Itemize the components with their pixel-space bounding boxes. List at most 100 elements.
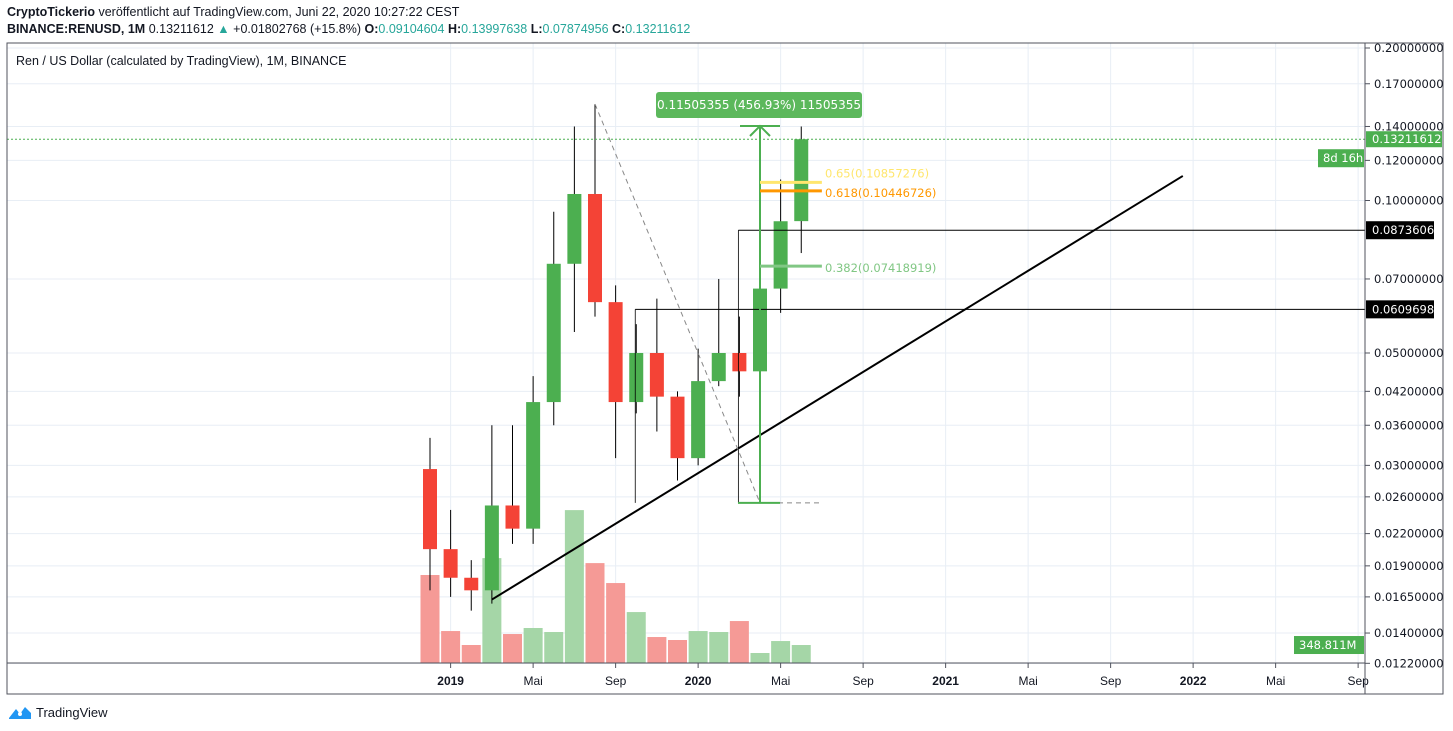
volume-bar bbox=[420, 575, 440, 663]
publish-text: veröffentlicht auf TradingView.com, Juni… bbox=[98, 5, 460, 19]
price-tick-label: 0.10000000 bbox=[1374, 193, 1444, 207]
chart-title: Ren / US Dollar (calculated by TradingVi… bbox=[16, 54, 346, 68]
candle-body bbox=[670, 396, 685, 459]
last-price: 0.13211612 bbox=[148, 22, 214, 36]
price-tick-label: 0.14000000 bbox=[1374, 119, 1444, 133]
volume-bar bbox=[544, 632, 564, 663]
symbol-info: BINANCE:RENUSD, 1M 0.13211612 ▲ +0.01802… bbox=[7, 22, 690, 36]
open-value: 0.09104604 bbox=[378, 22, 445, 36]
volume-badge-label: 348.811M bbox=[1299, 638, 1356, 652]
price-tick-label: 0.02200000 bbox=[1374, 527, 1444, 541]
price-label: 0.08736061 bbox=[1372, 223, 1442, 237]
low-label: L: bbox=[530, 22, 543, 36]
fib-level-label: 0.382(0.07418919) bbox=[825, 261, 936, 275]
price-tick-label: 0.17000000 bbox=[1374, 77, 1444, 91]
low-value: 0.07874956 bbox=[542, 22, 609, 36]
measure-label-box bbox=[656, 92, 862, 118]
candle-body bbox=[464, 577, 479, 591]
time-tick-label: Mai bbox=[523, 674, 542, 688]
price-tick-label: 0.05000000 bbox=[1374, 346, 1444, 360]
time-tick-label: 2022 bbox=[1180, 674, 1207, 688]
price-tick-label: 0.04200000 bbox=[1374, 384, 1444, 398]
time-tick-label: 2020 bbox=[685, 674, 712, 688]
candle-body bbox=[505, 505, 520, 529]
tradingview-logo-icon bbox=[9, 707, 31, 719]
candle-body bbox=[773, 221, 788, 289]
time-tick-label: Sep bbox=[605, 674, 627, 688]
candle-body bbox=[691, 381, 706, 459]
price-tick-label: 0.07000000 bbox=[1374, 272, 1444, 286]
price-tick-label: 0.12000000 bbox=[1374, 153, 1444, 167]
candle-body bbox=[629, 352, 644, 403]
high-label: H: bbox=[447, 22, 462, 36]
candle-body bbox=[588, 193, 602, 303]
volume-bar bbox=[771, 641, 791, 663]
close-label: C: bbox=[612, 22, 626, 36]
time-tick-label: Sep bbox=[852, 674, 874, 688]
volume-bar bbox=[503, 634, 522, 663]
volume-bar bbox=[688, 631, 708, 663]
price-tick-label: 0.03600000 bbox=[1374, 418, 1444, 432]
symbol: BINANCE:RENUSD, 1M bbox=[7, 22, 146, 36]
price-tick-label: 0.20000000 bbox=[1374, 41, 1444, 55]
measure-label: 0.11505355 (456.93%) 11505355 bbox=[657, 98, 861, 112]
candle-body bbox=[608, 302, 623, 403]
price-tick-label: 0.02600000 bbox=[1374, 490, 1444, 504]
close-value: 0.13211612 bbox=[625, 22, 691, 36]
candle-body bbox=[794, 139, 809, 222]
high-value: 0.13997638 bbox=[461, 22, 528, 36]
tradingview-logo[interactable]: TradingView bbox=[8, 704, 108, 720]
time-tick-label: Mai bbox=[1266, 674, 1285, 688]
trendline bbox=[491, 175, 1184, 601]
up-triangle-icon: ▲ bbox=[217, 22, 230, 36]
volume-bar bbox=[750, 653, 770, 663]
open-label: O: bbox=[364, 22, 379, 36]
time-tick-label: 2021 bbox=[932, 674, 959, 688]
countdown-badge bbox=[1318, 149, 1364, 168]
last-price-badge bbox=[1366, 131, 1442, 148]
candle-body bbox=[546, 263, 561, 403]
volume-bar bbox=[441, 631, 461, 663]
time-tick-label: Mai bbox=[771, 674, 790, 688]
price-tick-label: 0.01650000 bbox=[1374, 590, 1444, 604]
candle-body bbox=[484, 505, 499, 591]
fib-level-label: 0.65(0.10857276) bbox=[825, 166, 929, 180]
volume-bar bbox=[668, 640, 687, 663]
candle-body bbox=[649, 352, 664, 397]
volume-bar bbox=[606, 583, 626, 663]
time-tick-label: 2019 bbox=[437, 674, 464, 688]
candle-body bbox=[526, 402, 541, 529]
publish-info: CryptoTickerio veröffentlicht auf Tradin… bbox=[7, 5, 459, 19]
price-tick-label: 0.03000000 bbox=[1374, 458, 1444, 472]
candle-body bbox=[567, 193, 582, 264]
candle-body bbox=[711, 352, 726, 382]
price-label-box bbox=[1366, 300, 1434, 319]
candle-body bbox=[423, 469, 437, 550]
price-label-box bbox=[1366, 221, 1434, 240]
chart-frame bbox=[6, 42, 1444, 695]
last-price-badge-label: 0.13211612 bbox=[1372, 132, 1442, 146]
countdown-label: 8d 16h bbox=[1323, 151, 1363, 165]
price-tick-label: 0.01400000 bbox=[1374, 626, 1444, 640]
fib-level-label: 0.618(0.10446726) bbox=[825, 186, 936, 200]
time-tick-label: Sep bbox=[1100, 674, 1122, 688]
volume-bar bbox=[585, 563, 605, 663]
candle-body bbox=[732, 352, 747, 372]
candle-body bbox=[443, 549, 458, 578]
author[interactable]: CryptoTickerio bbox=[7, 5, 95, 19]
volume-bar bbox=[647, 637, 667, 663]
time-tick-label: Sep bbox=[1347, 674, 1369, 688]
arrow-up-icon bbox=[749, 124, 771, 137]
volume-bar bbox=[523, 628, 543, 663]
volume-bar bbox=[729, 621, 749, 663]
volume-bar bbox=[709, 632, 729, 663]
price-tick-label: 0.01900000 bbox=[1374, 559, 1444, 573]
price-tick-label: 0.01220000 bbox=[1374, 656, 1444, 670]
time-tick-label: Mai bbox=[1018, 674, 1037, 688]
brand-name: TradingView bbox=[36, 704, 108, 720]
volume-badge bbox=[1294, 636, 1364, 655]
volume-bar bbox=[791, 645, 811, 663]
change: +0.01802768 (+15.8%) bbox=[233, 22, 362, 36]
price-label: 0.06096984 bbox=[1372, 302, 1442, 316]
